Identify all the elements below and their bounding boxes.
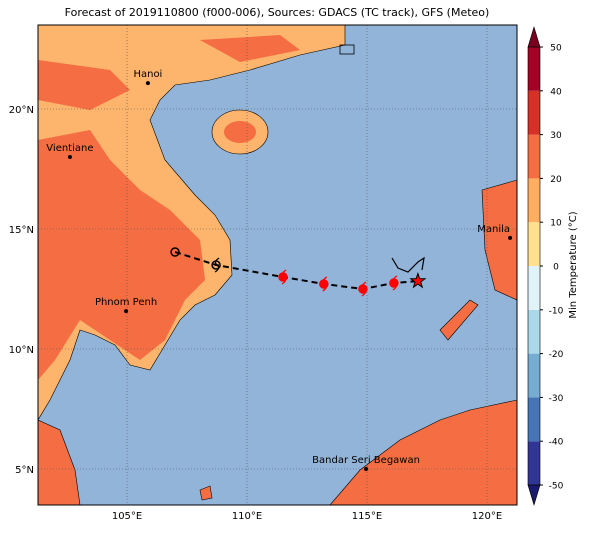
city-dot <box>364 467 369 471</box>
city-label: Phnom Penh <box>95 297 157 308</box>
lon-tick-label: 115°E <box>352 511 382 522</box>
city-label: Manila <box>477 224 510 235</box>
land-warm <box>38 130 205 380</box>
philippines <box>481 179 517 301</box>
colorbar-tick-label: -10 <box>549 306 564 316</box>
colorbar-extend-high <box>527 25 541 48</box>
map-frame <box>37 24 518 506</box>
colorbar-tick-label: 50 <box>550 44 562 54</box>
lon-tick-label: 105°E <box>112 511 142 522</box>
colorbar-band <box>528 266 540 310</box>
lat-tick-label: 5°N <box>15 465 34 476</box>
colorbar-label: Min Temperature (°C) <box>568 211 579 318</box>
cyclone-symbol <box>281 269 287 285</box>
colorbar-band <box>528 90 540 135</box>
city-dot <box>145 81 150 86</box>
lon-tick-label: 110°E <box>232 511 262 522</box>
cyclone-symbol <box>361 281 367 297</box>
city-label: Bandar Seri Begawan <box>312 455 420 466</box>
island <box>199 485 213 501</box>
colorbar-tick-label: -40 <box>549 438 564 448</box>
colorbar-extend-low <box>527 484 541 507</box>
colorbar-tick-label: -50 <box>549 482 564 492</box>
cyclone-symbol <box>392 275 398 291</box>
forecast-wiggle <box>391 256 425 273</box>
hainan-warm <box>224 121 256 143</box>
lat-tick-label: 10°N <box>9 345 34 356</box>
colorbar-band <box>528 178 540 223</box>
cyclone-symbol <box>214 257 220 273</box>
map-area: Hanoi Vientiane Phnom Penh Manila Bandar Ser… <box>38 25 517 505</box>
city-dot <box>508 235 513 240</box>
colorbar-tick-label: -20 <box>549 350 564 360</box>
city-label: Vientiane <box>46 143 93 154</box>
colorbar-tick-label: 0 <box>553 263 559 273</box>
cyclone-symbol <box>322 276 328 292</box>
track-point <box>170 247 180 257</box>
palawan <box>439 299 479 341</box>
colorbar-band <box>528 222 540 266</box>
colorbar-band <box>528 441 540 485</box>
city-label: Hanoi <box>133 69 162 80</box>
colorbar-tick-label: 20 <box>550 175 562 185</box>
colorbar-band <box>528 309 540 354</box>
colorbar-tick-label: -30 <box>549 394 564 404</box>
land-warm <box>38 35 300 110</box>
lon-tick-label: 120°E <box>472 511 502 522</box>
lat-tick-label: 15°N <box>9 225 34 236</box>
borneo <box>329 399 517 505</box>
colorbar-tick-label: 40 <box>550 87 562 97</box>
city-dot <box>67 155 72 159</box>
colorbar-band <box>528 47 540 91</box>
small-island <box>339 44 355 55</box>
colorbar-tick-label: 30 <box>550 131 562 141</box>
title: Forecast of 2019110800 (f000-006), Sourc… <box>65 6 490 19</box>
colorbar-tick-label: 10 <box>550 219 562 229</box>
lat-tick-label: 20°N <box>9 105 34 116</box>
malay-peninsula <box>38 419 81 505</box>
track-star <box>409 272 427 289</box>
city-dot <box>124 309 129 314</box>
colorbar-band <box>528 353 540 398</box>
colorbar-band <box>528 134 540 179</box>
colorbar-band <box>528 397 540 442</box>
